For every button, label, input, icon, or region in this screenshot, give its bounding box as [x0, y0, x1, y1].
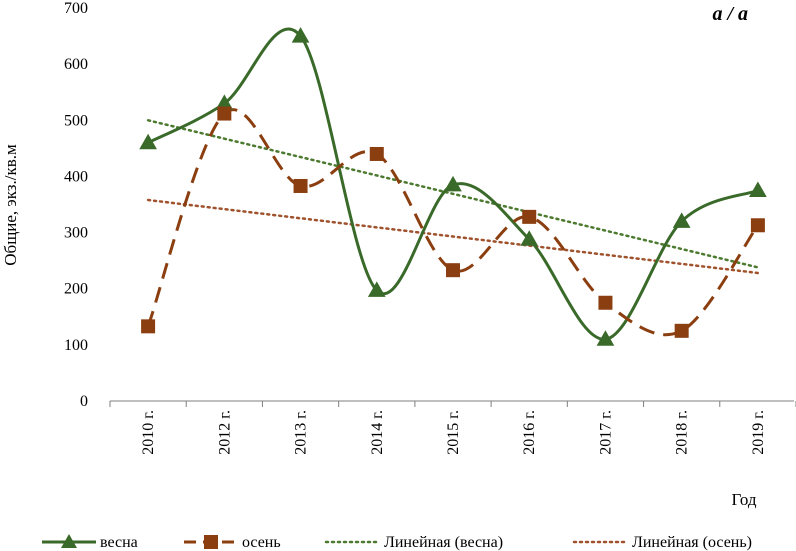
y-tick-label: 100 — [64, 337, 88, 354]
data-point-autumn — [522, 209, 537, 224]
data-point-autumn — [674, 323, 689, 338]
x-tick-label: 2010 г. — [140, 410, 157, 455]
legend-label-trend-spring: Линейная (весна) — [384, 534, 503, 551]
data-point-spring — [139, 133, 157, 150]
y-tick-label: 200 — [64, 281, 88, 298]
y-tick-label: 500 — [64, 112, 88, 129]
y-tick-label: 0 — [80, 393, 88, 410]
y-axis-ticks: 0 100 200 300 400 500 600 700 — [64, 0, 88, 410]
data-point-autumn — [141, 319, 156, 334]
data-point-spring — [444, 175, 462, 192]
data-point-autumn — [446, 263, 460, 278]
x-tick-label: 2017 г. — [597, 410, 614, 455]
x-tick-label: 2016 г. — [521, 410, 538, 455]
data-point-spring — [291, 27, 310, 43]
data-point-spring — [367, 281, 386, 297]
trendlines — [146, 119, 760, 275]
series-line-autumn — [146, 108, 760, 337]
panel-label: а / а — [712, 3, 748, 25]
legend: весна осень Линейная (весна) Линейная (осен… — [42, 534, 752, 551]
y-tick-label: 300 — [64, 225, 88, 242]
data-point-autumn — [598, 295, 613, 310]
data-point-spring — [749, 181, 767, 197]
x-axis-title: Год — [732, 490, 757, 509]
data-point-spring — [520, 230, 539, 246]
data-point-spring — [672, 212, 691, 228]
y-tick-label: 600 — [64, 56, 88, 73]
legend-marker-spring — [61, 534, 77, 548]
x-tick-label: 2014 г. — [369, 410, 386, 455]
series-line-spring — [147, 27, 759, 341]
series-markers — [139, 27, 767, 346]
trendline-spring — [146, 119, 760, 269]
data-point-autumn — [369, 146, 384, 161]
x-tick-label: 2019 г. — [750, 410, 767, 455]
y-axis-title: Общие, экз./кв.м — [1, 144, 20, 266]
data-point-autumn — [217, 106, 232, 121]
legend-marker-autumn — [204, 535, 218, 549]
legend-label-trend-autumn: Линейная (осень) — [632, 534, 752, 551]
data-point-autumn — [293, 178, 308, 193]
data-point-autumn — [750, 218, 765, 233]
legend-label-spring: весна — [100, 534, 138, 551]
x-tick-label: 2015 г. — [445, 410, 462, 455]
trendline-autumn — [146, 198, 760, 275]
x-tick-label: 2012 г. — [216, 410, 233, 455]
x-tick-label: 2018 г. — [674, 410, 691, 455]
data-point-spring — [596, 330, 615, 346]
legend-label-autumn: осень — [242, 534, 281, 551]
y-tick-label: 700 — [64, 0, 88, 17]
x-axis-ticks: 2010 г. 2012 г. 2013 г. 2014 г. 2015 г. 2016 … — [109, 401, 796, 455]
y-tick-label: 400 — [64, 168, 88, 185]
x-tick-label: 2013 г. — [293, 410, 310, 455]
